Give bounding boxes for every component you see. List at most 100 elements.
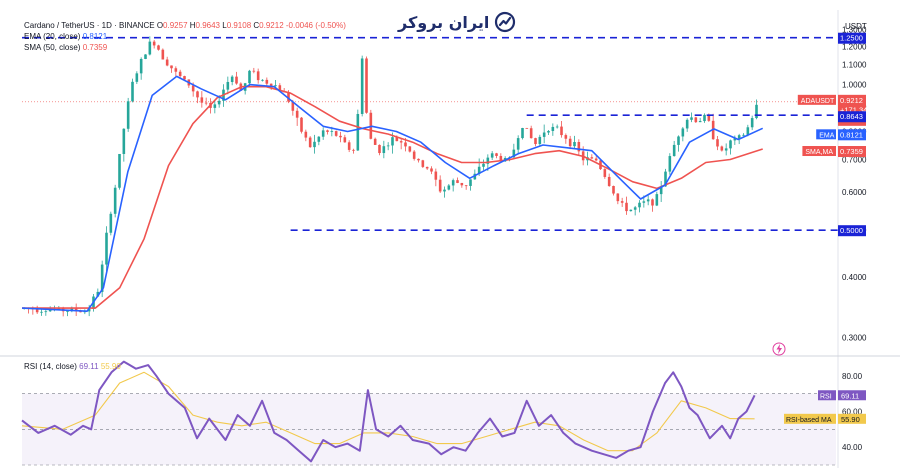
candle-body (317, 136, 321, 142)
candle-body (451, 180, 455, 186)
candle-body (126, 101, 130, 129)
candle-body (118, 153, 121, 188)
candle-body (48, 309, 52, 312)
candle-body (287, 92, 290, 102)
candle-body (135, 73, 139, 82)
candle-body (417, 158, 420, 161)
candle-body (733, 138, 737, 141)
candle-body (482, 163, 485, 167)
ema-line (21, 75, 764, 313)
rsi-value: 69.11 (79, 362, 99, 371)
candle-body (178, 71, 182, 77)
candle-body (724, 148, 728, 151)
candle-body (96, 291, 100, 297)
svg-text:RSI: RSI (820, 393, 832, 400)
price-tick-label: 1.2000 (842, 42, 867, 51)
candle-body (204, 102, 208, 104)
candle-body (516, 138, 520, 150)
candle-body (321, 130, 325, 137)
candle-body (261, 79, 264, 81)
candle-body (659, 186, 663, 195)
price-label-text: 0.8121 (840, 130, 863, 139)
candle-body (256, 71, 260, 81)
candle-body (547, 130, 550, 133)
price-tick-label: 0.4000 (842, 273, 867, 282)
candle-body (365, 58, 368, 113)
candle-body (356, 113, 360, 151)
brand-logo: ایران بروکر (398, 11, 516, 33)
candle-body (538, 136, 542, 145)
candle-body (295, 110, 299, 118)
candle-body (421, 160, 425, 167)
candle-body (729, 140, 732, 149)
price-tick-label: 0.6000 (842, 188, 867, 197)
candle-body (157, 45, 160, 50)
candle-body (664, 171, 667, 187)
candle-body (542, 132, 546, 137)
sma-line (22, 85, 763, 309)
candle-body (551, 126, 555, 131)
candle-body (655, 194, 659, 206)
candle-body (525, 127, 529, 129)
candle-body (607, 176, 611, 186)
candle-body (529, 128, 533, 139)
price-label-text: 0.5000 (840, 226, 863, 235)
candle-body (217, 100, 221, 105)
rsi-value-tag: 69.11 RSI (818, 390, 866, 401)
ema-value: 0.8121 (82, 32, 108, 41)
sma-label: SMA (50, close) (24, 43, 81, 52)
candle-body (360, 58, 364, 114)
candle-body (373, 138, 377, 145)
candle-body (235, 76, 238, 84)
candle-body (577, 141, 581, 152)
candle-body (755, 104, 758, 119)
symbol-title: Cardano / TetherUS · 1D · BINANCE (24, 21, 155, 30)
price-label-sma: 0.7359 SMA,MA (802, 146, 866, 158)
candle-body (425, 166, 429, 169)
candle-body (252, 70, 256, 72)
rsi-pane (22, 393, 838, 466)
candle-body (109, 213, 113, 233)
candle-body (568, 138, 572, 147)
candle-body (603, 169, 607, 177)
price-tick-label: 1.1000 (842, 61, 867, 70)
price-tick-label: 0.7000 (842, 156, 867, 165)
rsi-ma-value: 55.90 (100, 362, 121, 371)
candle-body (737, 135, 741, 139)
candle-body (469, 179, 472, 186)
candle-body (44, 311, 48, 313)
candle-body (79, 311, 82, 313)
candle-body (555, 126, 559, 128)
ema-label: EMA (20, close) (24, 32, 81, 41)
candle-body (408, 146, 412, 152)
candle-body (87, 308, 91, 312)
candle-body (139, 58, 143, 74)
sma-row: SMA (50, close) 0.7359 (24, 42, 346, 53)
price-label-level: 0.8643 (838, 111, 866, 123)
candle-body (438, 179, 442, 192)
price-tick-label: 1.3000 (842, 25, 867, 34)
candle-body (35, 309, 39, 313)
brand-logo-text: ایران بروکر (398, 12, 490, 32)
candle-body (629, 209, 633, 212)
candle-body (308, 137, 312, 148)
candle-body (560, 126, 563, 136)
candles-group (22, 36, 758, 317)
ohlc-high: 0.9643 (195, 21, 220, 30)
candle-body (343, 137, 347, 143)
price-label-0500: 0.5000 (838, 225, 866, 237)
candle-body (625, 202, 628, 212)
candle-body (165, 59, 169, 66)
candle-body (681, 128, 685, 137)
candle-body (412, 151, 416, 159)
candle-body (174, 68, 178, 72)
candle-body (170, 65, 173, 69)
candle-body (742, 134, 745, 136)
candle-body (512, 149, 516, 158)
ohlc-change: -0.0046 (-0.50%) (285, 21, 346, 30)
lightning-icon[interactable] (772, 342, 786, 356)
candle-body (313, 141, 316, 148)
candle-body (278, 85, 282, 92)
rsi-tick-label: 80.00 (842, 372, 863, 381)
